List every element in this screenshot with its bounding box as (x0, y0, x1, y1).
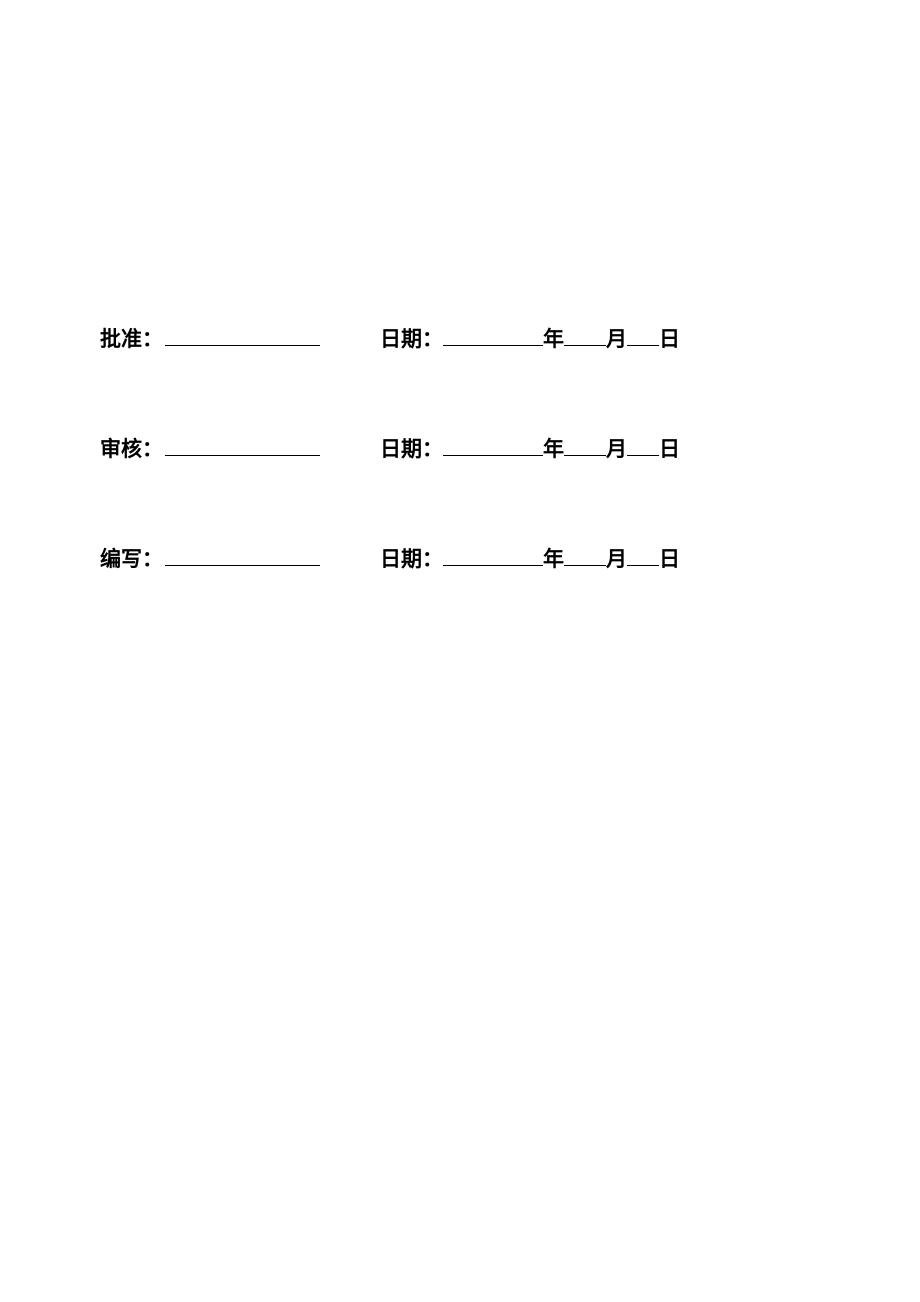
review-year-underline[interactable] (443, 435, 543, 456)
approval-day-underline[interactable] (627, 325, 659, 346)
signature-form: 批准： 日期： 年 月 日 审核： 日期： 年 月 日 编写 (100, 323, 820, 653)
review-name-underline[interactable] (165, 435, 320, 456)
author-day-underline[interactable] (627, 545, 659, 566)
review-month-underline[interactable] (564, 435, 606, 456)
approval-year-unit: 年 (543, 323, 564, 353)
author-year-underline[interactable] (443, 545, 543, 566)
review-row: 审核： 日期： 年 月 日 (100, 433, 820, 463)
approval-day-unit: 日 (659, 323, 680, 353)
approval-month-unit: 月 (606, 323, 627, 353)
review-day-underline[interactable] (627, 435, 659, 456)
review-date-group: 日期： 年 月 日 (380, 433, 680, 463)
review-name-group: 审核： (100, 433, 380, 463)
author-row: 编写： 日期： 年 月 日 (100, 543, 820, 573)
author-label: 编写： (100, 543, 163, 573)
author-day-unit: 日 (659, 543, 680, 573)
review-day-unit: 日 (659, 433, 680, 463)
approval-row: 批准： 日期： 年 月 日 (100, 323, 820, 353)
approval-name-group: 批准： (100, 323, 380, 353)
author-date-label: 日期： (380, 543, 443, 573)
approval-name-underline[interactable] (165, 325, 320, 346)
approval-date-label: 日期： (380, 323, 443, 353)
author-month-underline[interactable] (564, 545, 606, 566)
author-month-unit: 月 (606, 543, 627, 573)
review-label: 审核： (100, 433, 163, 463)
approval-label: 批准： (100, 323, 163, 353)
author-date-group: 日期： 年 月 日 (380, 543, 680, 573)
approval-year-underline[interactable] (443, 325, 543, 346)
approval-date-group: 日期： 年 月 日 (380, 323, 680, 353)
author-name-underline[interactable] (165, 545, 320, 566)
approval-month-underline[interactable] (564, 325, 606, 346)
author-year-unit: 年 (543, 543, 564, 573)
author-name-group: 编写： (100, 543, 380, 573)
review-date-label: 日期： (380, 433, 443, 463)
review-month-unit: 月 (606, 433, 627, 463)
review-year-unit: 年 (543, 433, 564, 463)
